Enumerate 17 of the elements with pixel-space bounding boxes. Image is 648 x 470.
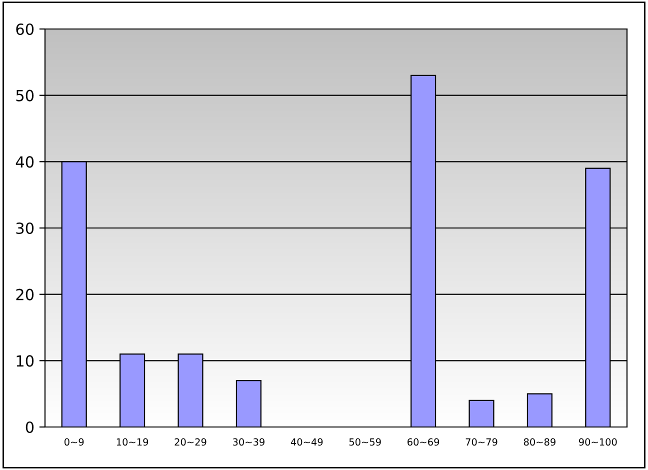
- x-tick-label: 50~59: [349, 438, 381, 446]
- x-tick-label: 10~19: [116, 438, 148, 446]
- y-tick-label: 20: [16, 288, 34, 300]
- x-tick-label: 20~29: [174, 438, 206, 446]
- y-tick-label: 10: [16, 355, 34, 367]
- y-tick-label: 0: [26, 421, 34, 434]
- x-tick-label: 90~100: [578, 438, 617, 446]
- y-tick-label: 60: [16, 23, 34, 36]
- x-tick-label: 0~9: [64, 438, 84, 446]
- y-tick-label: 30: [16, 222, 34, 234]
- x-tick-label: 40~49: [290, 438, 323, 446]
- y-tick-label: 40: [16, 156, 34, 168]
- x-tick-label: 30~39: [232, 438, 264, 446]
- x-tick-label: 60~69: [408, 438, 440, 446]
- x-tick-label: 80~89: [524, 438, 556, 446]
- y-tick-label: 50: [16, 90, 34, 102]
- x-tick-label: 70~79: [466, 438, 498, 446]
